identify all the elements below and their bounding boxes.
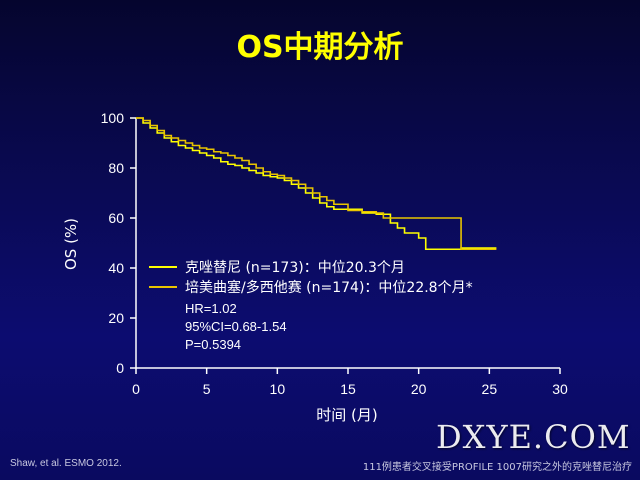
- chart-curves: [136, 117, 497, 251]
- x-tick-label: 15: [340, 381, 356, 397]
- confidence-interval-label: 95%CI=0.68-1.54: [185, 319, 287, 334]
- slide-title: OS中期分析: [236, 30, 404, 65]
- stats-annotations: HR=1.02 95%CI=0.68-1.54 P=0.5394: [185, 301, 287, 352]
- km-curve-series-1: [136, 117, 497, 251]
- x-tick-label: 20: [411, 381, 427, 397]
- p-value-label: P=0.5394: [185, 337, 241, 352]
- y-tick-label: 0: [116, 360, 124, 376]
- hazard-ratio-label: HR=1.02: [185, 301, 237, 316]
- citation: Shaw, et al. ESMO 2012.: [10, 458, 122, 469]
- y-tick-label: 60: [108, 210, 124, 226]
- y-tick-label: 40: [108, 260, 124, 276]
- y-axis-title: OS (%): [62, 218, 80, 270]
- y-tick-label: 20: [108, 310, 124, 326]
- watermark-logo: DXYE.COM: [436, 418, 631, 456]
- y-tick-label: 80: [108, 160, 124, 176]
- x-tick-label: 10: [270, 381, 286, 397]
- x-tick-label: 30: [552, 381, 568, 397]
- x-axis-title: 时间 (月): [316, 406, 377, 424]
- km-curve-series-0: [136, 117, 497, 251]
- legend-label-crizotinib: 克唑替尼 (n=173)：中位20.3个月: [185, 260, 405, 276]
- legend-label-chemo: 培美曲塞/多西他赛 (n=174)：中位22.8个月*: [185, 279, 473, 296]
- legend: 克唑替尼 (n=173)：中位20.3个月 培美曲塞/多西他赛 (n=174)：…: [149, 260, 473, 296]
- x-tick-label: 0: [132, 381, 140, 397]
- x-tick-label: 25: [482, 381, 498, 397]
- chart-ticks: 0 5 10 15 20 25 30 0 20 40 60 80 100: [101, 110, 568, 397]
- x-tick-label: 5: [203, 381, 211, 397]
- y-tick-label: 100: [101, 110, 125, 126]
- footnote: 111例患者交叉接受PROFILE 1007研究之外的克唑替尼治疗: [362, 462, 632, 473]
